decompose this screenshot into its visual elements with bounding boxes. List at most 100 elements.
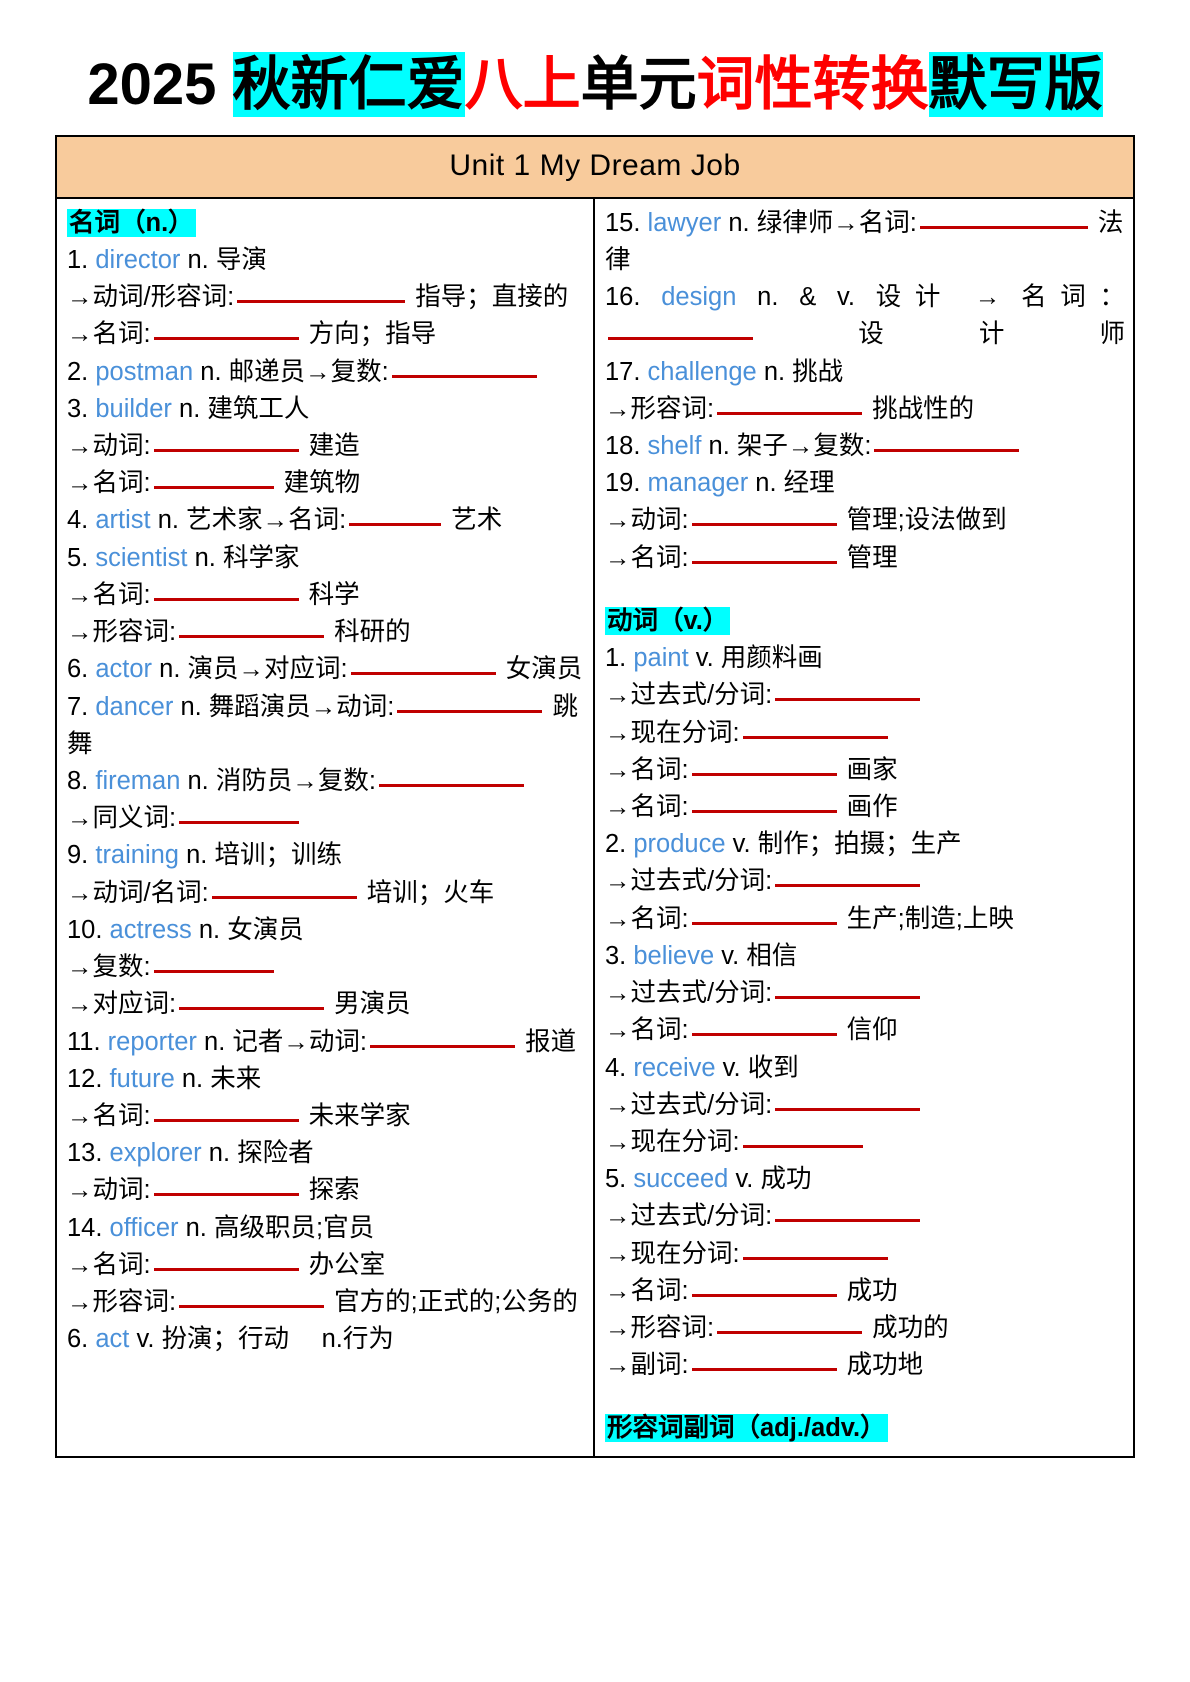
answer-blank[interactable] (153, 1099, 299, 1122)
answer-blank[interactable] (919, 206, 1088, 229)
section-label-verbs: 动词（v.） (605, 606, 731, 635)
answer-blank[interactable] (378, 764, 524, 787)
part-of-speech: n. (181, 1064, 211, 1093)
answer-blank[interactable] (397, 690, 543, 713)
english-word: lawyer (647, 208, 722, 237)
derivation-line: →过去式/分词: (605, 677, 1125, 714)
answer-blank[interactable] (153, 1248, 299, 1271)
chinese-meaning: 消防员→复数: (215, 766, 376, 795)
chinese-meaning: 演员→对应词: (187, 655, 348, 684)
answer-blank[interactable] (391, 355, 537, 378)
answer-hint: 女演员 (498, 655, 583, 684)
derivation-line: →名词: 管理 (605, 540, 1125, 577)
derivation-prompt: →动词: (67, 1176, 151, 1205)
answer-hint: 挑战性的 (865, 394, 975, 423)
answer-blank[interactable] (153, 466, 274, 490)
answer-blank[interactable] (775, 976, 921, 1000)
derivation-line: →过去式/分词: (605, 863, 1125, 900)
answer-blank[interactable] (179, 801, 300, 825)
answer-blank[interactable] (691, 1274, 837, 1297)
answer-blank[interactable] (237, 280, 406, 304)
entry-number: 3. (67, 394, 96, 423)
answer-blank[interactable] (211, 876, 357, 899)
answer-blank[interactable] (153, 317, 299, 341)
answer-blank[interactable] (350, 652, 496, 676)
derivation-prompt: →名词: (605, 904, 689, 933)
chinese-meaning: 舞蹈演员→动词: (208, 692, 395, 721)
answer-hint: 成功地 (839, 1351, 924, 1380)
part-of-speech: n. (208, 1139, 238, 1168)
answer-blank[interactable] (691, 753, 837, 776)
answer-hint: 培训；火车 (359, 878, 495, 907)
answer-blank[interactable] (691, 790, 837, 813)
answer-hint: 建筑物 (276, 469, 361, 498)
answer-blank[interactable] (153, 1173, 299, 1197)
answer-hint: 办公室 (301, 1250, 386, 1279)
answer-blank[interactable] (742, 1125, 863, 1148)
section-gap (605, 577, 1125, 603)
english-word: challenge (647, 357, 757, 386)
english-word: officer (109, 1213, 179, 1242)
vocab-entry: 3. believe v. 相信 (605, 938, 1125, 975)
answer-blank[interactable] (775, 1199, 921, 1223)
english-word: artist (95, 506, 151, 535)
derivation-line: →动词/形容词: 指导；直接的 (67, 279, 585, 316)
title-part-cixingzhuanhuan: 词性转换 (696, 52, 929, 117)
derivation-prompt: →复数: (67, 953, 151, 982)
english-word: manager (647, 469, 749, 498)
answer-hint: 未来学家 (301, 1101, 411, 1130)
answer-blank[interactable] (691, 1013, 837, 1037)
section-heading-nouns: 名词（n.） (67, 205, 585, 242)
answer-blank[interactable] (608, 317, 753, 341)
answer-blank[interactable] (691, 541, 837, 564)
entry-number: 5. (605, 1165, 634, 1194)
unit-header: Unit 1 My Dream Job (57, 136, 1133, 199)
answer-blank[interactable] (179, 1285, 325, 1309)
right-verb-entry-list: 1. paint v. 用颜料画 →过去式/分词: →现在分词: →名词: 画家 →名词… (605, 640, 1125, 1384)
answer-blank[interactable] (179, 615, 325, 639)
answer-blank[interactable] (691, 1348, 837, 1372)
left-column: 名词（n.） 1. director n. 导演 →动词/形容词: 指导；直接的 →… (57, 198, 595, 1456)
answer-blank[interactable] (691, 503, 837, 527)
entry-number: 16. (605, 283, 662, 312)
right-column: 15. lawyer n. 绿律师→名词: 法律 16. design n. & … (595, 199, 1133, 1456)
part-of-speech: n. (179, 394, 208, 423)
derivation-line: →动词: 探索 (67, 1172, 585, 1209)
answer-hint: 跳舞 (67, 692, 578, 758)
answer-blank[interactable] (179, 987, 325, 1011)
answer-blank[interactable] (717, 1311, 863, 1335)
answer-blank[interactable] (153, 950, 274, 974)
chinese-meaning: 科学家 (222, 543, 300, 572)
derivation-line: →形容词: 官方的;正式的;公务的 (67, 1284, 585, 1321)
answer-blank[interactable] (717, 392, 863, 415)
answer-hint: 艺术 (444, 506, 503, 535)
derivation-prompt: →过去式/分词: (605, 681, 773, 710)
english-word: training (95, 841, 179, 870)
derivation-prompt: →副词: (605, 1351, 689, 1380)
answer-hint: 设计师 (756, 320, 1125, 349)
answer-blank[interactable] (153, 578, 299, 601)
section-heading-adj-adv: 形容词副词（adj./adv.） (605, 1410, 1125, 1447)
answer-blank[interactable] (775, 1088, 921, 1111)
entry-number: 6. (67, 1325, 96, 1354)
answer-blank[interactable] (775, 678, 921, 702)
vocab-entry: 9. training n. 培训；训练 (67, 837, 585, 874)
vocab-entry: 6. act v. 扮演；行动 n.行为 (67, 1321, 585, 1358)
chinese-meaning: 邮递员→复数: (228, 357, 389, 386)
chinese-meaning: 女演员 (227, 915, 304, 944)
answer-blank[interactable] (349, 503, 442, 527)
answer-blank[interactable] (742, 716, 888, 739)
derivation-line: →现在分词: (605, 715, 1125, 752)
answer-hint: 建造 (301, 432, 360, 460)
derivation-prompt: →现在分词: (605, 1239, 740, 1268)
answer-blank[interactable] (775, 864, 921, 888)
derivation-prompt: →过去式/分词: (605, 1202, 773, 1231)
answer-blank[interactable] (369, 1025, 515, 1048)
derivation-line: →名词: 画家 (605, 752, 1125, 789)
page-title: 2025 秋新仁爱八上单元词性转换默写版 (0, 0, 1190, 135)
answer-blank[interactable] (153, 429, 299, 452)
answer-blank[interactable] (874, 429, 1020, 452)
answer-blank[interactable] (742, 1237, 888, 1260)
vocab-entry: 2. postman n. 邮递员→复数: (67, 354, 585, 391)
answer-blank[interactable] (691, 902, 837, 925)
